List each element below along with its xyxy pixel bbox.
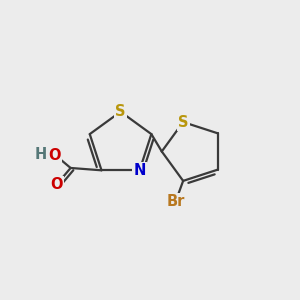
Text: Br: Br [167, 194, 185, 209]
Text: S: S [115, 104, 126, 119]
Text: N: N [134, 163, 146, 178]
Text: H: H [34, 147, 47, 162]
Text: O: O [48, 148, 61, 163]
Text: O: O [51, 177, 63, 192]
Text: S: S [178, 115, 188, 130]
